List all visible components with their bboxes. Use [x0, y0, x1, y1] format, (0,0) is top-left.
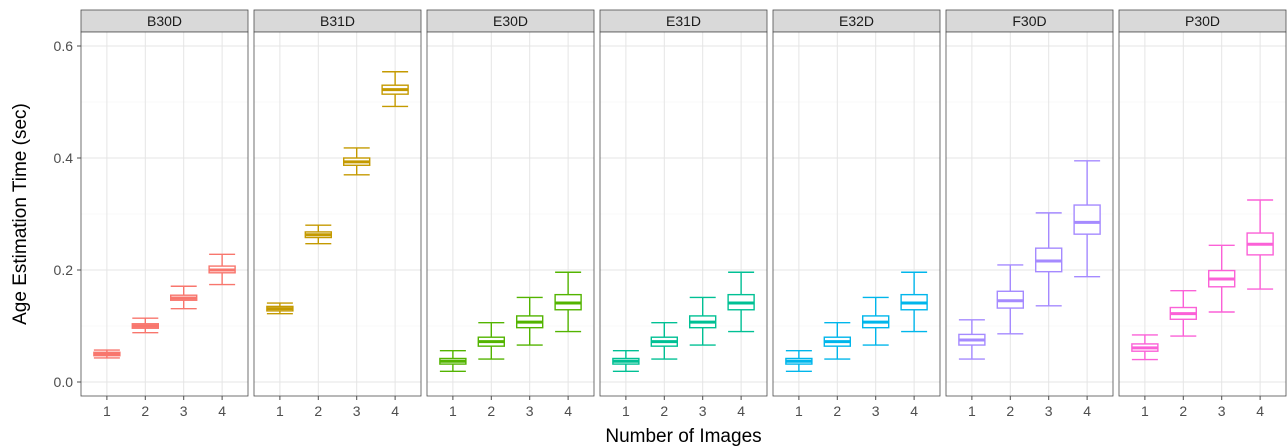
x-tick-label: 2 — [141, 403, 149, 419]
facet-panel-b30d: B30D 1 2 3 4 — [80, 9, 249, 419]
box-p30d-3 — [1208, 244, 1236, 313]
x-tick-label: 2 — [833, 403, 841, 419]
facet-panels: B30D 1 2 3 4 B31D 1 2 3 4 E30D 1 2 3 4 E31D 1 2 3 4 E32D 1 2 3 4… — [80, 9, 1287, 419]
box-b30d-3 — [170, 285, 198, 310]
x-tick-label: 4 — [391, 403, 399, 419]
box-b31d-4 — [381, 71, 409, 108]
box-body — [1073, 204, 1101, 235]
x-tick-label: 2 — [1006, 403, 1014, 419]
box-e32d-4 — [900, 271, 928, 333]
x-tick-label: 1 — [968, 403, 976, 419]
box-e31d-1 — [612, 349, 640, 373]
x-tick-label: 4 — [564, 403, 572, 419]
x-tick-label: 3 — [526, 403, 534, 419]
box-p30d-4 — [1246, 199, 1274, 290]
facet-strip-label: E30D — [493, 13, 528, 29]
box-e30d-4 — [554, 271, 582, 333]
y-tick-label: 0.0 — [54, 374, 74, 390]
facet-strip-label: P30D — [1185, 13, 1220, 29]
x-tick-label: 3 — [872, 403, 880, 419]
box-e32d-2 — [823, 321, 851, 360]
facet-strip-label: B30D — [147, 13, 182, 29]
x-tick-label: 2 — [487, 403, 495, 419]
x-tick-label: 4 — [218, 403, 226, 419]
box-b30d-2 — [131, 317, 159, 334]
box-b31d-3 — [343, 147, 371, 176]
facet-panel-e30d: E30D 1 2 3 4 — [426, 9, 595, 419]
facet-panel-e32d: E32D 1 2 3 4 — [772, 9, 941, 419]
x-tick-label: 3 — [1045, 403, 1053, 419]
x-tick-label: 4 — [910, 403, 918, 419]
x-tick-label: 2 — [314, 403, 322, 419]
panel-border — [599, 31, 768, 397]
x-tick-label: 1 — [103, 403, 111, 419]
box-f30d-1 — [958, 319, 986, 360]
y-tick-label: 0.6 — [54, 38, 74, 54]
panel-border — [80, 31, 249, 397]
x-tick-label: 3 — [180, 403, 188, 419]
x-axis-title: Number of Images — [605, 426, 761, 447]
x-tick-label: 2 — [660, 403, 668, 419]
box-e31d-2 — [650, 321, 678, 360]
box-p30d-1 — [1131, 334, 1159, 361]
y-axis-title: Age Estimation Time (sec) — [10, 103, 31, 325]
x-tick-label: 1 — [449, 403, 457, 419]
x-tick-label: 1 — [1141, 403, 1149, 419]
x-tick-label: 2 — [1179, 403, 1187, 419]
facet-panel-e31d: E31D 1 2 3 4 — [599, 9, 768, 419]
box-e31d-3 — [689, 296, 717, 346]
x-tick-label: 3 — [1218, 403, 1226, 419]
box-e31d-4 — [727, 271, 755, 333]
x-tick-label: 4 — [1256, 403, 1264, 419]
y-axis: 0.0 0.2 0.4 0.6 — [54, 38, 81, 390]
box-e32d-3 — [862, 296, 890, 346]
x-tick-label: 4 — [737, 403, 745, 419]
box-f30d-2 — [996, 264, 1024, 335]
box-f30d-4 — [1073, 160, 1101, 278]
box-b31d-2 — [304, 224, 332, 245]
facet-strip-label: E31D — [666, 13, 701, 29]
x-tick-label: 4 — [1083, 403, 1091, 419]
panel-border — [945, 31, 1114, 397]
panel-border — [772, 31, 941, 397]
x-tick-label: 1 — [622, 403, 630, 419]
box-e30d-1 — [439, 349, 467, 373]
box-b30d-4 — [208, 253, 236, 286]
box-b31d-1 — [266, 302, 294, 315]
x-tick-label: 1 — [795, 403, 803, 419]
panel-border — [1118, 31, 1287, 397]
facet-strip-label: F30D — [1012, 13, 1046, 29]
box-p30d-2 — [1169, 290, 1197, 337]
box-e32d-1 — [785, 349, 813, 373]
panel-border — [426, 31, 595, 397]
y-tick-label: 0.4 — [54, 150, 74, 166]
facet-panel-f30d: F30D 1 2 3 4 — [945, 9, 1114, 419]
box-b30d-1 — [93, 349, 121, 359]
box-e30d-3 — [516, 296, 544, 346]
box-e30d-2 — [477, 321, 505, 360]
facet-panel-p30d: P30D 1 2 3 4 — [1118, 9, 1287, 419]
facet-panel-b31d: B31D 1 2 3 4 — [253, 9, 422, 419]
x-tick-label: 3 — [699, 403, 707, 419]
y-tick-label: 0.2 — [54, 262, 74, 278]
x-tick-label: 3 — [353, 403, 361, 419]
facet-strip-label: E32D — [839, 13, 874, 29]
facet-strip-label: B31D — [320, 13, 355, 29]
panel-border — [253, 31, 422, 397]
box-f30d-3 — [1035, 212, 1063, 307]
x-tick-label: 1 — [276, 403, 284, 419]
